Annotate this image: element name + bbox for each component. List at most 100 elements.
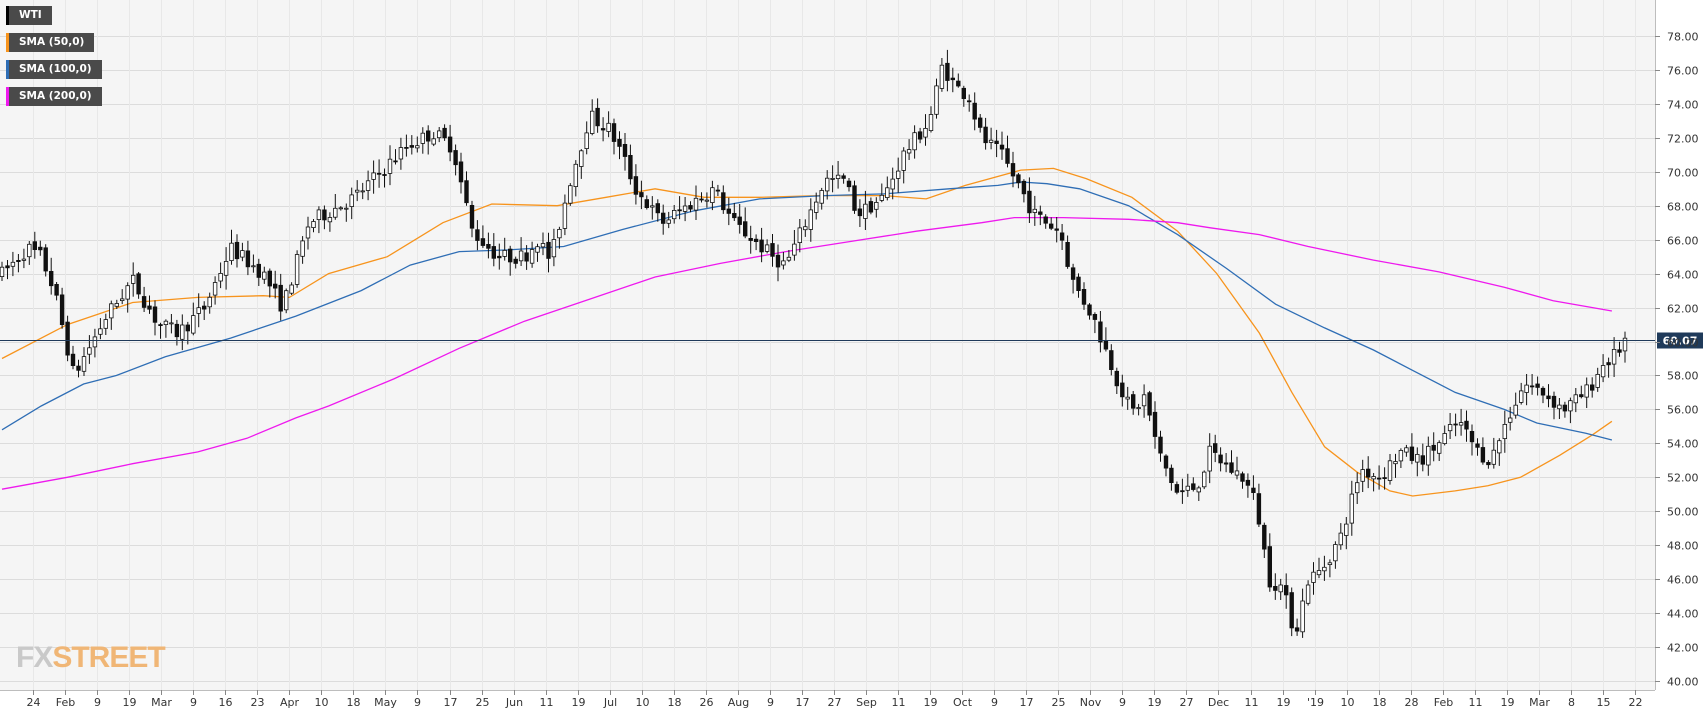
candle-up xyxy=(1393,461,1398,465)
x-tick-label: 9 xyxy=(767,696,774,709)
candle-down xyxy=(1551,395,1557,408)
candle-down xyxy=(475,229,480,241)
candle-down xyxy=(677,209,682,212)
candle-up xyxy=(27,243,32,258)
candle-down xyxy=(743,221,748,237)
candle-up xyxy=(890,178,895,190)
candle-down xyxy=(1590,384,1595,391)
candle-down xyxy=(1152,411,1158,437)
candle-down xyxy=(464,180,469,204)
candle-up xyxy=(130,274,136,284)
fxstreet-logo: FXSTREET xyxy=(16,641,166,675)
last-price-line: 60.07 xyxy=(0,332,1703,349)
x-tick-label: Sep xyxy=(856,696,877,709)
candle-down xyxy=(1475,443,1480,448)
legend-item-wti[interactable]: WTI xyxy=(6,6,52,25)
candle-up xyxy=(885,187,890,199)
y-tick-label: 54.00 xyxy=(1667,438,1699,451)
candle-down xyxy=(945,62,950,81)
candle-up xyxy=(1557,404,1562,410)
candle-up xyxy=(568,185,573,204)
candle-down xyxy=(1267,546,1272,588)
candle-up xyxy=(1513,404,1518,416)
candle-down xyxy=(1453,423,1458,426)
y-axis: 40.00 42.00 44.00 46.00 48.00 50.00 52.00 54.00… xyxy=(1655,0,1699,690)
candle-down xyxy=(245,250,251,268)
x-tick-label: 9 xyxy=(991,696,998,709)
candle-up xyxy=(240,250,245,258)
candle-down xyxy=(1180,490,1185,493)
x-tick-label: 8 xyxy=(1568,696,1575,709)
x-tick-label: 9 xyxy=(94,696,101,709)
candle-up xyxy=(814,201,819,213)
candle-down xyxy=(1431,444,1436,451)
candle-down xyxy=(1540,387,1546,396)
candle-down xyxy=(732,212,737,219)
candle-up xyxy=(1185,485,1190,491)
candle-up xyxy=(436,130,442,139)
candle-up xyxy=(163,320,169,326)
candle-down xyxy=(1092,313,1098,320)
y-tick-label: 74.00 xyxy=(1667,99,1699,112)
candle-up xyxy=(212,282,218,296)
candle-up xyxy=(283,290,289,311)
y-tick-label: 42.00 xyxy=(1667,642,1699,655)
x-tick-label: 16 xyxy=(219,696,233,709)
candle-up xyxy=(1141,394,1147,407)
candle-up xyxy=(1508,417,1513,423)
x-tick-label: Mar xyxy=(151,696,172,709)
candle-up xyxy=(180,324,185,340)
candle-up xyxy=(420,132,425,144)
sma-line xyxy=(1,167,1613,497)
candle-up xyxy=(1387,460,1393,481)
candle-up xyxy=(338,207,343,210)
legend-item-sma-200[interactable]: SMA (200,0) xyxy=(6,87,102,106)
y-tick-label: 40.00 xyxy=(1667,676,1699,689)
candle-down xyxy=(994,140,999,145)
candle-down xyxy=(950,77,955,81)
candle-up xyxy=(1568,400,1573,412)
x-tick-label: 18 xyxy=(1373,696,1387,709)
candle-up xyxy=(819,190,824,204)
candle-up xyxy=(1497,440,1502,454)
candle-down xyxy=(76,365,81,371)
candle-down xyxy=(1114,370,1119,387)
x-tick-label: 25 xyxy=(476,696,490,709)
y-tick-label: 60.00 xyxy=(1667,337,1699,350)
y-tick-label: 48.00 xyxy=(1667,540,1699,553)
candle-up xyxy=(1207,445,1212,472)
candle-up xyxy=(333,207,338,218)
candle-up xyxy=(92,336,98,348)
candle-up xyxy=(1524,384,1529,393)
candle-up xyxy=(682,205,688,212)
candle-up xyxy=(1600,365,1606,378)
candle-down xyxy=(59,294,65,325)
candle-up xyxy=(289,284,294,294)
legend-item-sma-100[interactable]: SMA (100,0) xyxy=(6,60,102,79)
candle-down xyxy=(1289,592,1294,629)
candle-up xyxy=(901,150,906,171)
candle-up xyxy=(672,209,677,220)
x-tick-label: 18 xyxy=(347,696,361,709)
candle-up xyxy=(928,114,934,132)
candle-up xyxy=(1491,449,1496,465)
candle-down xyxy=(480,238,486,246)
candle-up xyxy=(803,226,808,231)
candle-down xyxy=(644,199,649,209)
candle-down xyxy=(393,160,398,163)
x-tick-label: 23 xyxy=(251,696,265,709)
candle-down xyxy=(628,154,633,180)
candle-up xyxy=(1305,584,1311,604)
candle-down xyxy=(404,146,409,149)
candle-down xyxy=(715,189,721,192)
candle-down xyxy=(1163,455,1169,469)
candle-up xyxy=(584,132,589,149)
candle-up xyxy=(693,197,699,211)
candle-up xyxy=(1573,394,1578,404)
candle-down xyxy=(1464,420,1469,430)
legend-item-sma-50[interactable]: SMA (50,0) xyxy=(6,33,95,52)
candle-up xyxy=(120,298,125,301)
candle-up xyxy=(988,139,994,143)
y-tick-label: 70.00 xyxy=(1667,167,1699,180)
x-tick-label: 9 xyxy=(414,696,421,709)
